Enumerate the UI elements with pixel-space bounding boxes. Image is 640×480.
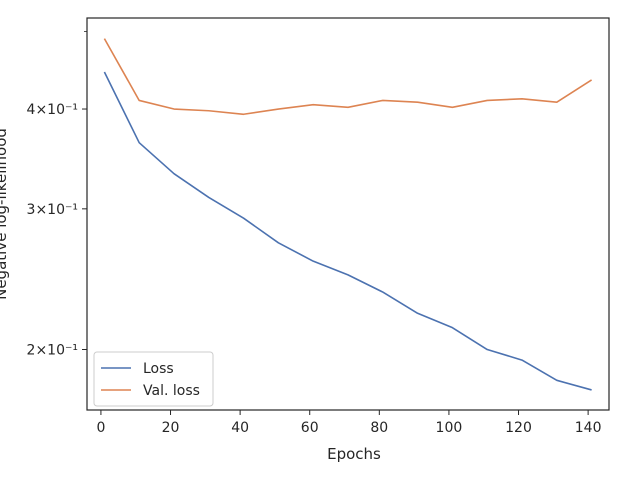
x-axis-title: Epochs bbox=[327, 445, 381, 463]
x-tick-label: 100 bbox=[436, 420, 463, 436]
y-tick-label: 3×10⁻¹ bbox=[27, 202, 78, 218]
legend-label: Loss bbox=[143, 361, 174, 377]
x-tick-label: 60 bbox=[301, 420, 319, 436]
series-line bbox=[103, 71, 592, 391]
y-tick-label: 2×10⁻¹ bbox=[27, 343, 78, 359]
y-tick-label: 4×10⁻¹ bbox=[27, 102, 78, 118]
y-axis: 2×10⁻¹ 3×10⁻¹ 4×10⁻¹ bbox=[27, 31, 87, 359]
plot-area bbox=[86, 17, 610, 411]
legend: Loss Val. loss bbox=[93, 351, 214, 407]
legend-box bbox=[93, 351, 214, 407]
x-tick-label: 40 bbox=[231, 420, 249, 436]
series-lines bbox=[103, 38, 593, 391]
legend-label: Val. loss bbox=[143, 383, 200, 399]
x-axis: 0 20 40 60 80 100 120 140 bbox=[96, 410, 601, 436]
x-tick-label: 120 bbox=[505, 420, 532, 436]
plot-frame bbox=[86, 17, 610, 411]
x-tick-label: 20 bbox=[162, 420, 180, 436]
series-line bbox=[103, 38, 593, 116]
x-tick-label: 0 bbox=[96, 420, 105, 436]
x-tick-label: 140 bbox=[575, 420, 602, 436]
y-axis-title: Negative log-likelihood bbox=[0, 128, 10, 300]
x-tick-label: 80 bbox=[370, 420, 388, 436]
